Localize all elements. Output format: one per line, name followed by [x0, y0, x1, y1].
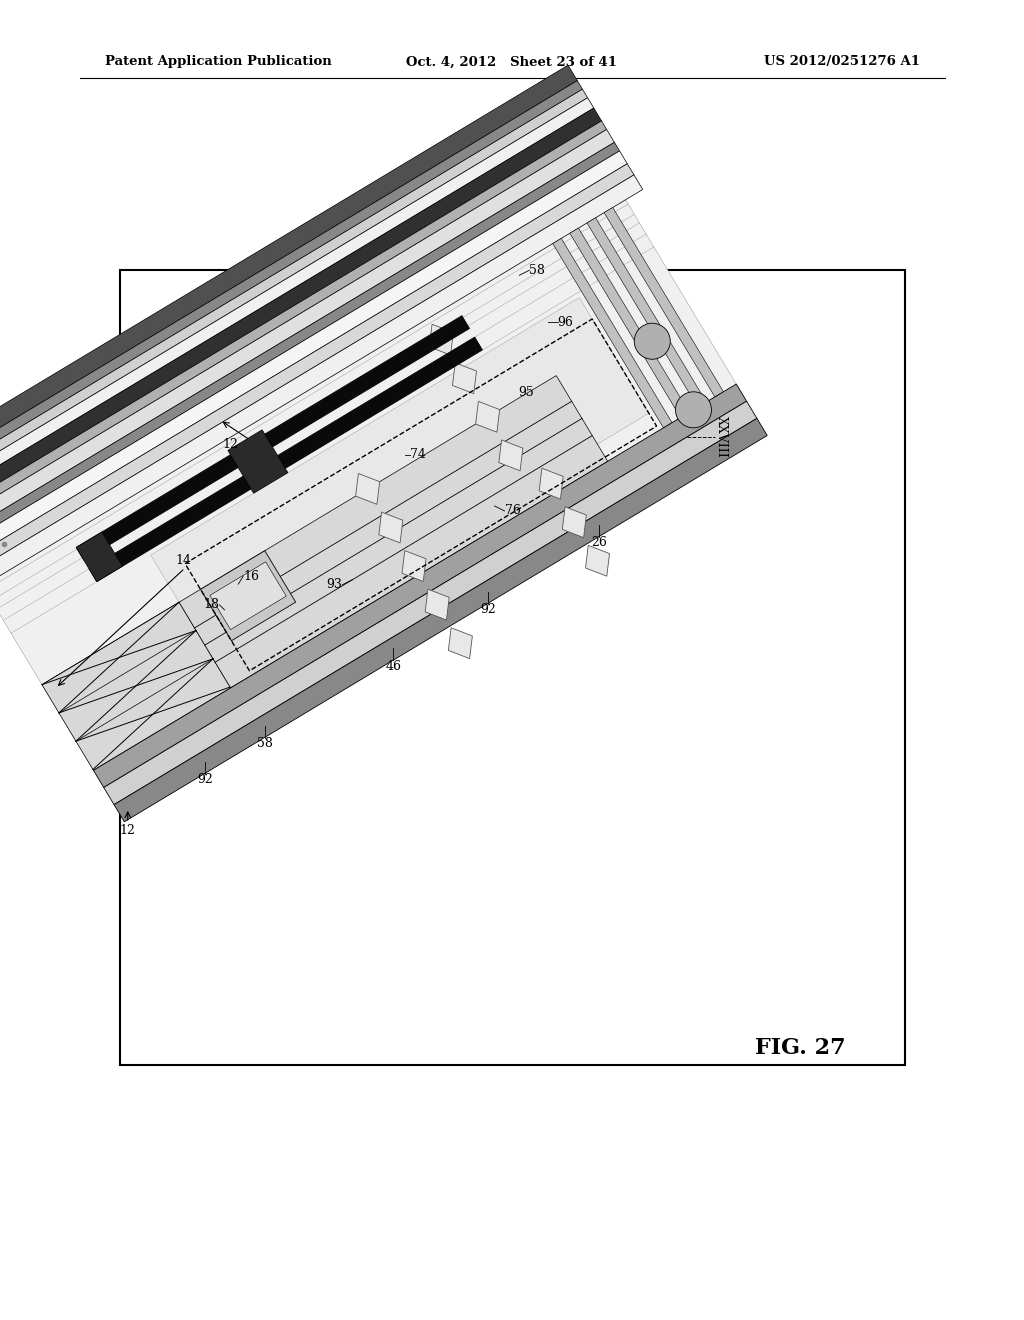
Polygon shape [76, 532, 123, 582]
Text: 96: 96 [558, 315, 573, 329]
Text: XXVIII: XXVIII [715, 416, 728, 458]
Polygon shape [0, 65, 578, 487]
Polygon shape [0, 81, 583, 496]
Polygon shape [0, 164, 634, 582]
Text: 26: 26 [591, 536, 607, 549]
Text: 58: 58 [257, 737, 272, 750]
Text: 76: 76 [505, 504, 520, 517]
Polygon shape [604, 207, 723, 397]
Polygon shape [453, 363, 476, 393]
Polygon shape [587, 218, 707, 408]
Polygon shape [540, 469, 563, 499]
Polygon shape [103, 401, 757, 805]
Polygon shape [402, 550, 426, 582]
Polygon shape [0, 150, 628, 570]
Polygon shape [355, 474, 380, 504]
Text: 92: 92 [197, 774, 213, 787]
Text: 12: 12 [120, 824, 136, 837]
Bar [120, 271, 905, 1065]
Polygon shape [42, 602, 230, 771]
Text: Patent Application Publication: Patent Application Publication [105, 55, 332, 69]
Polygon shape [89, 337, 482, 582]
Polygon shape [476, 401, 500, 432]
Polygon shape [586, 545, 609, 577]
Polygon shape [0, 174, 643, 597]
Polygon shape [93, 384, 746, 788]
Polygon shape [0, 90, 588, 504]
Circle shape [634, 323, 671, 359]
Polygon shape [570, 228, 689, 417]
Polygon shape [0, 121, 606, 536]
Text: 14: 14 [175, 553, 191, 566]
Polygon shape [379, 512, 402, 543]
Text: 58: 58 [529, 264, 545, 277]
Polygon shape [0, 143, 620, 558]
Polygon shape [201, 550, 296, 640]
Text: 12: 12 [222, 438, 238, 451]
Text: 93: 93 [327, 578, 342, 591]
Circle shape [676, 392, 712, 428]
Text: Oct. 4, 2012   Sheet 23 of 41: Oct. 4, 2012 Sheet 23 of 41 [407, 55, 617, 69]
Text: 16: 16 [244, 570, 259, 582]
Text: US 2012/0251276 A1: US 2012/0251276 A1 [764, 55, 920, 69]
Polygon shape [425, 589, 450, 620]
Polygon shape [151, 297, 649, 671]
Polygon shape [553, 239, 672, 428]
Polygon shape [429, 325, 454, 355]
Text: 46: 46 [385, 660, 401, 673]
Text: 74: 74 [411, 447, 426, 461]
Polygon shape [114, 418, 767, 822]
Polygon shape [0, 199, 736, 771]
Polygon shape [0, 98, 594, 515]
Polygon shape [562, 507, 587, 537]
Text: 95: 95 [518, 387, 534, 399]
Text: FIG. 27: FIG. 27 [755, 1038, 846, 1059]
Polygon shape [499, 440, 523, 471]
Polygon shape [76, 315, 470, 560]
Polygon shape [449, 628, 472, 659]
Polygon shape [0, 108, 601, 528]
Polygon shape [0, 129, 614, 549]
Polygon shape [179, 376, 607, 688]
Polygon shape [210, 562, 287, 630]
Text: 18: 18 [204, 598, 219, 611]
Polygon shape [228, 430, 288, 494]
Text: 92: 92 [480, 603, 496, 616]
